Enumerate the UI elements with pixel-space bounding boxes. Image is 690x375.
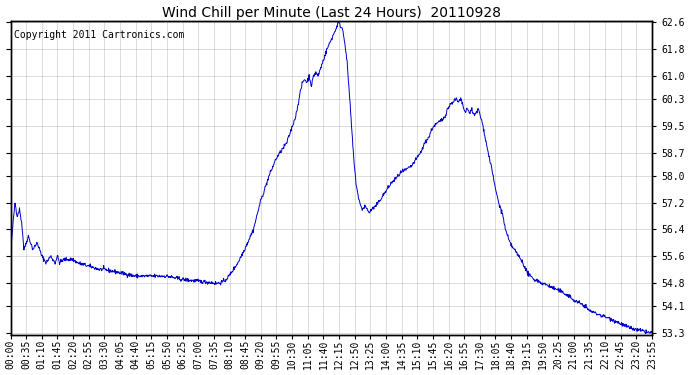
Title: Wind Chill per Minute (Last 24 Hours)  20110928: Wind Chill per Minute (Last 24 Hours) 20…	[161, 6, 501, 20]
Text: Copyright 2011 Cartronics.com: Copyright 2011 Cartronics.com	[14, 30, 184, 40]
